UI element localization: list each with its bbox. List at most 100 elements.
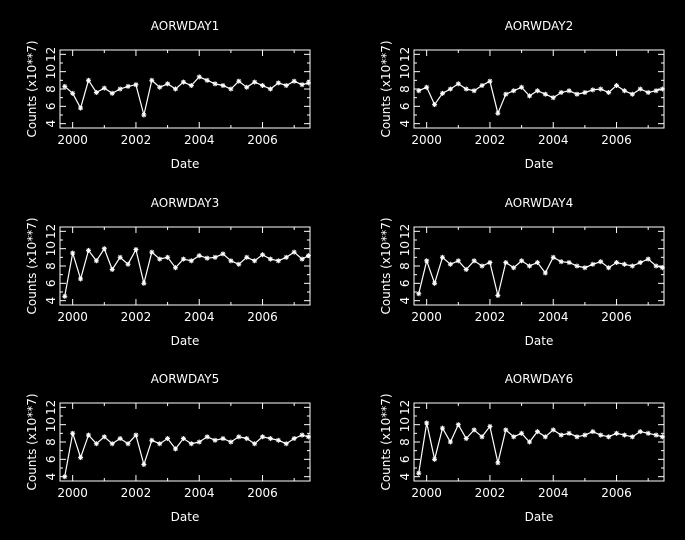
chart-panel: AORWDAY4 2000 2002 2004 2006 4 6 8 10 12 Date Count…: [379, 196, 665, 348]
data-point: [645, 89, 651, 95]
data-point: [416, 291, 422, 297]
data-point: [416, 470, 422, 476]
data-point: [659, 265, 665, 271]
data-point: [228, 258, 234, 264]
data-point: [78, 105, 84, 111]
x-tick-label: 2002: [475, 486, 506, 500]
x-axis-label: Date: [525, 334, 554, 348]
data-point: [204, 255, 210, 261]
data-point: [416, 88, 422, 94]
data-point: [228, 86, 234, 92]
data-point: [299, 82, 305, 88]
y-tick-label: 4: [44, 297, 58, 305]
x-tick-label: 2000: [57, 133, 88, 147]
data-point: [653, 432, 659, 438]
data-point: [534, 260, 540, 266]
data-point: [511, 88, 517, 94]
data-point: [487, 423, 493, 429]
data-point: [550, 427, 556, 433]
data-point: [244, 436, 250, 442]
data-point: [125, 441, 131, 447]
y-tick-label: 4: [398, 120, 412, 128]
y-tick-label: 10: [398, 241, 412, 256]
data-point: [439, 90, 445, 96]
x-tick-label: 2004: [538, 486, 569, 500]
y-axis-label: Counts (x10**7): [25, 393, 39, 490]
data-point: [173, 446, 179, 452]
data-point: [582, 89, 588, 95]
data-point: [109, 266, 115, 272]
data-point: [479, 434, 485, 440]
chart-panel: AORWDAY1 2000 2002 2004 2006 4 6 8 10 12 Date Count…: [25, 19, 311, 171]
data-point: [463, 86, 469, 92]
data-point: [629, 263, 635, 269]
data-point: [267, 86, 273, 92]
data-point: [653, 263, 659, 269]
data-point: [283, 254, 289, 260]
y-tick-label: 8: [398, 85, 412, 93]
data-point: [93, 258, 99, 264]
data-point: [149, 77, 155, 83]
data-point: [149, 437, 155, 443]
data-point: [133, 247, 139, 253]
data-point: [267, 256, 273, 262]
y-tick-label: 10: [44, 241, 58, 256]
data-point: [220, 251, 226, 257]
data-point: [503, 427, 509, 433]
data-point: [212, 437, 218, 443]
data-point: [220, 83, 226, 89]
data-point: [566, 260, 572, 266]
x-tick-label: 2000: [411, 133, 442, 147]
data-point: [495, 460, 501, 466]
data-point: [527, 263, 533, 269]
data-point: [85, 247, 91, 253]
data-point: [455, 81, 461, 87]
chart-panel: AORWDAY6 2000 2002 2004 2006 4 6 8 10 12 Date Count…: [379, 372, 665, 524]
x-tick-label: 2002: [475, 133, 506, 147]
data-point: [511, 434, 517, 440]
data-point: [93, 441, 99, 447]
data-point: [590, 261, 596, 267]
data-point: [447, 86, 453, 92]
y-tick-label: 4: [398, 473, 412, 481]
data-point: [479, 263, 485, 269]
data-point: [582, 265, 588, 271]
data-point: [236, 261, 242, 267]
data-point: [621, 432, 627, 438]
x-tick-label: 2000: [57, 486, 88, 500]
data-point: [542, 434, 548, 440]
data-point: [519, 258, 525, 264]
data-point: [487, 260, 493, 266]
data-point: [85, 77, 91, 83]
y-tick-label: 12: [398, 47, 412, 62]
data-point: [606, 434, 612, 440]
y-tick-label: 12: [398, 400, 412, 415]
data-point: [291, 436, 297, 442]
data-point: [149, 249, 155, 255]
x-tick-label: 2006: [601, 310, 632, 324]
data-point: [244, 84, 250, 90]
x-axis-label: Date: [171, 334, 200, 348]
data-point: [558, 89, 564, 95]
data-point: [447, 261, 453, 267]
data-point: [471, 88, 477, 94]
data-point: [173, 265, 179, 271]
x-tick-label: 2002: [121, 486, 152, 500]
data-point: [621, 261, 627, 267]
data-point: [117, 86, 123, 92]
data-point: [606, 265, 612, 271]
data-point: [463, 436, 469, 442]
y-axis-label: Counts (x10**7): [25, 40, 39, 137]
data-point: [260, 252, 266, 258]
data-point: [542, 270, 548, 276]
data-point: [614, 430, 620, 436]
data-point: [299, 432, 305, 438]
data-point: [291, 249, 297, 255]
data-point: [511, 265, 517, 271]
x-tick-label: 2002: [475, 310, 506, 324]
x-tick-label: 2004: [184, 310, 215, 324]
data-point: [165, 81, 171, 87]
chart-panel: AORWDAY3 2000 2002 2004 2006 4 6 8 10 12 Date Count…: [25, 196, 311, 348]
data-point: [157, 84, 163, 90]
